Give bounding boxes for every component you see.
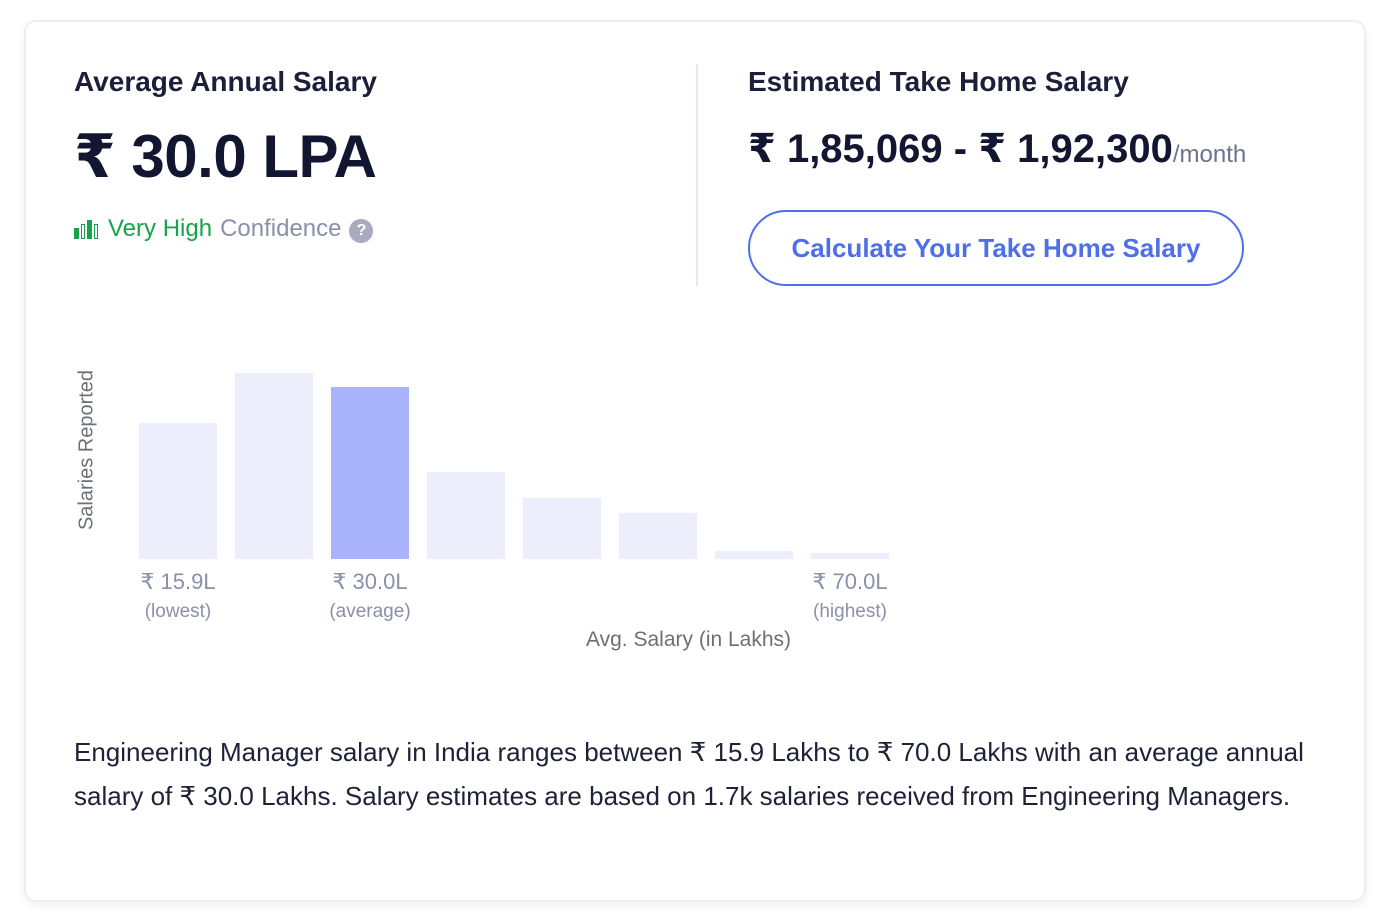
histogram-bar-5 [523,498,601,559]
x-tick-value: ₹ 70.0L [812,569,888,594]
take-home-value: ₹ 1,85,069 - ₹ 1,92,300/month [748,126,1246,172]
x-tick-3: ₹ 70.0L (highest) [790,569,910,623]
histogram-bar-6 [619,513,697,559]
histogram-bar-1 [139,423,217,559]
histogram-bar-7 [715,551,793,559]
histogram-bar-2 [235,373,313,559]
histogram-bar-8 [811,553,889,559]
x-tick-1: ₹ 15.9L (lowest) [118,569,238,623]
section-divider [696,64,698,286]
salary-card: Average Annual Salary ₹ 30.0 LPA Very Hi… [24,20,1366,902]
x-tick-note: (highest) [813,601,887,622]
take-home-range: ₹ 1,85,069 - ₹ 1,92,300 [748,127,1173,171]
signal-bars-icon [74,219,98,239]
x-tick-2: ₹ 30.0L (average) [310,569,430,623]
x-tick-value: ₹ 15.9L [140,569,216,594]
x-tick-note: (average) [329,601,411,622]
confidence-indicator: Very High Confidence ? [74,215,374,243]
histogram-bar-3 [331,387,409,559]
take-home-title: Estimated Take Home Salary [748,66,1129,97]
help-icon[interactable]: ? [349,219,374,243]
average-salary-title: Average Annual Salary [74,66,377,97]
take-home-unit: /month [1172,141,1247,168]
average-salary-value: ₹ 30.0 LPA [74,123,377,190]
salary-description: Engineering Manager salary in India rang… [74,737,1304,811]
chart-x-axis-label: Avg. Salary (in Lakhs) [586,628,792,651]
x-tick-note: (lowest) [144,601,212,622]
confidence-level: Very High [108,215,213,242]
calculate-take-home-button[interactable]: Calculate Your Take Home Salary [748,210,1244,286]
confidence-label: Confidence [220,215,342,242]
chart-y-axis-label: Salaries Reported [75,369,98,531]
x-tick-value: ₹ 30.0L [332,569,408,594]
histogram-bar-4 [427,472,505,559]
